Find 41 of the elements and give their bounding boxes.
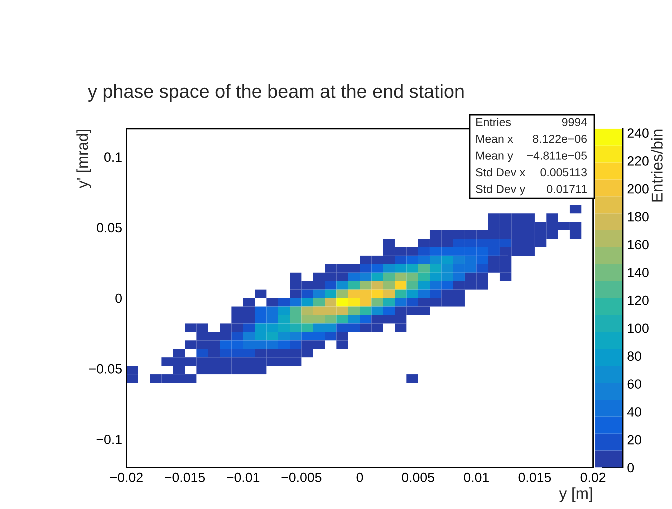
y-axis-title: y' [mrad] [76,130,92,189]
color-bar-title: Entries/bin [651,130,663,202]
color-bar-label: 0 [628,463,634,473]
x-tick-label: −0.015 [165,472,206,482]
annotation: −4.811e−05 [527,152,588,160]
x-tick-label: −0.01 [227,472,260,482]
y-tick-label: 0 [116,294,122,304]
color-bar-label: 40 [627,407,642,417]
x-tick-label: 0.02 [580,472,606,482]
x-tick-label: −0.005 [282,472,322,482]
color-bar-label: 160 [628,240,649,250]
color-bar-label: 100 [628,324,649,334]
text: Entries [476,118,512,126]
x-tick-label: 0.01 [464,472,489,482]
annotation: Mean y [476,152,514,162]
x-axis-title: y [m] [559,488,592,502]
x-tick-label: 0.005 [402,472,434,482]
y-tick-label: −0.05 [89,364,122,374]
y-tick-label: −0.1 [96,434,122,444]
color-bar-label: 20 [628,435,642,445]
color-bar-label: 80 [628,352,642,362]
annotation: 8.122e−06 [533,135,587,144]
color-bar-label: 60 [628,380,642,390]
color-bar-label: 140 [628,268,649,278]
text: 9994 [562,118,588,126]
annotation: 0.01711 [547,185,587,194]
annotation: Mean x [476,135,514,144]
y-tick-label: 0.1 [104,152,122,162]
y-tick-label: 0.05 [97,223,122,233]
annotation: Std Dev x [476,168,526,177]
color-bar-label: 180 [628,212,649,222]
x-tick-label: 0.015 [518,472,552,482]
x-tick-label: −0.02 [110,472,143,482]
chart-title: y phase space of the beam at the end station [88,84,464,102]
color-bar-label: 220 [628,156,649,166]
color-bar-label: 200 [628,184,649,194]
x-tick-label: 0 [356,472,364,482]
annotation: 0.005113 [540,168,587,177]
color-bar-label: 120 [628,296,649,306]
annotation: Std Dev y [476,184,526,196]
color-bar-label: 240 [628,128,649,138]
